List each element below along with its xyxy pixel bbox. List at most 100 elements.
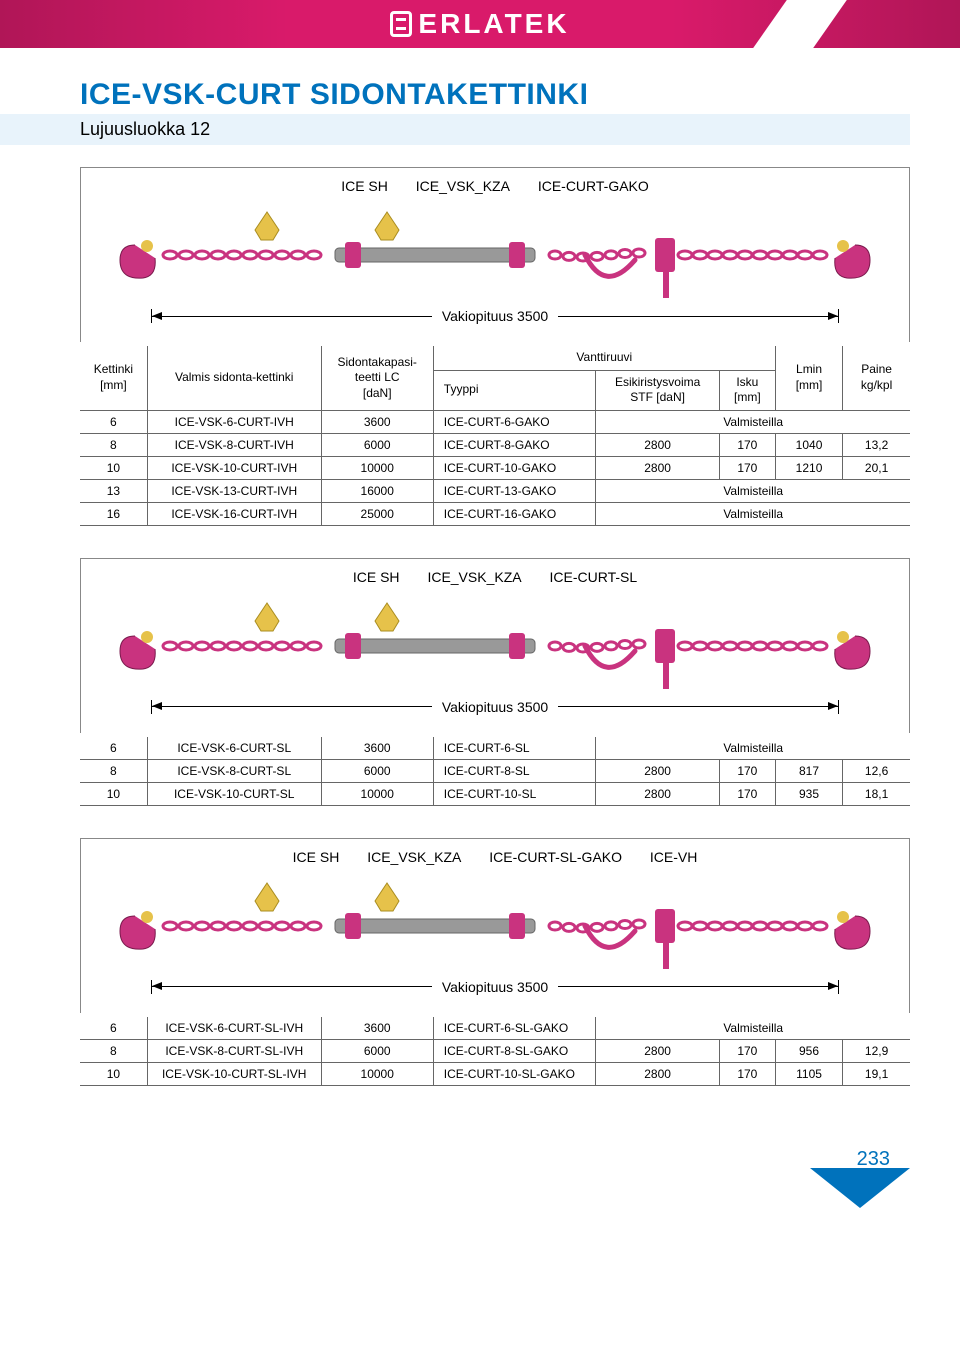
cell-kettinki: 10 — [80, 782, 147, 805]
cell-isku: 170 — [719, 433, 775, 456]
cell-tyyppi: ICE-CURT-6-SL-GAKO — [433, 1017, 596, 1040]
cell-lmin: 935 — [775, 782, 842, 805]
cell-isku: 170 — [719, 782, 775, 805]
diagram-label: ICE SH — [353, 569, 400, 585]
table-row: 6 ICE-VSK-6-CURT-IVH 3600 ICE-CURT-6-GAK… — [80, 410, 910, 433]
dim-line — [558, 316, 838, 317]
cell-lc: 25000 — [321, 502, 433, 525]
cell-tyyppi: ICE-CURT-10-GAKO — [433, 456, 596, 479]
cell-lc: 6000 — [321, 1039, 433, 1062]
diagram-labels: ICE SH ICE_VSK_KZA ICE-CURT-SL — [101, 569, 889, 585]
cell-valmis: ICE-VSK-10-CURT-SL — [147, 782, 321, 805]
table-row: 10 ICE-VSK-10-CURT-SL 10000 ICE-CURT-10-… — [80, 782, 910, 805]
dim-line — [152, 986, 432, 987]
cell-valmis: ICE-VSK-16-CURT-IVH — [147, 502, 321, 525]
cell-valmis: ICE-VSK-10-CURT-SL-IVH — [147, 1062, 321, 1085]
cell-isku: 170 — [719, 1039, 775, 1062]
cell-isku: 170 — [719, 1062, 775, 1085]
col-isku: Isku[mm] — [719, 370, 775, 410]
cell-stf: 2800 — [596, 456, 719, 479]
col-tyyppi: Tyyppi — [433, 370, 596, 410]
cell-valmis: ICE-VSK-6-CURT-IVH — [147, 410, 321, 433]
dimension-row: Vakiopituus 3500 — [101, 308, 889, 324]
cell-kettinki: 6 — [80, 1017, 147, 1040]
cell-lc: 3600 — [321, 737, 433, 760]
cell-lc: 10000 — [321, 782, 433, 805]
cell-tyyppi: ICE-CURT-8-SL-GAKO — [433, 1039, 596, 1062]
diagram-label: ICE_VSK_KZA — [427, 569, 521, 585]
dim-tick-right — [838, 980, 839, 994]
cell-lc: 10000 — [321, 1062, 433, 1085]
diagram-labels: ICE SH ICE_VSK_KZA ICE-CURT-GAKO — [101, 178, 889, 194]
table-header-row: Kettinki[mm] Valmis sidonta-kettinki Sid… — [80, 346, 910, 370]
cell-tyyppi: ICE-CURT-8-GAKO — [433, 433, 596, 456]
dim-line — [558, 706, 838, 707]
cell-kettinki: 13 — [80, 479, 147, 502]
cell-lmin: 1040 — [775, 433, 842, 456]
cell-valmis: ICE-VSK-10-CURT-IVH — [147, 456, 321, 479]
diagram-labels: ICE SH ICE_VSK_KZA ICE-CURT-SL-GAKO ICE-… — [101, 849, 889, 865]
table-row: 6 ICE-VSK-6-CURT-SL-IVH 3600 ICE-CURT-6-… — [80, 1017, 910, 1040]
diagram-section: ICE SH ICE_VSK_KZA ICE-CURT-SL-GAKO ICE-… — [80, 838, 910, 1013]
logo-icon — [390, 11, 412, 37]
dimension-row: Vakiopituus 3500 — [101, 699, 889, 715]
diagram-label: ICE SH — [293, 849, 340, 865]
cell-note: Valmisteilla — [596, 502, 910, 525]
table-row: 16 ICE-VSK-16-CURT-IVH 25000 ICE-CURT-16… — [80, 502, 910, 525]
cell-kettinki: 10 — [80, 456, 147, 479]
cell-lmin: 1210 — [775, 456, 842, 479]
cell-isku: 170 — [719, 456, 775, 479]
cell-valmis: ICE-VSK-6-CURT-SL — [147, 737, 321, 760]
dim-line — [152, 706, 432, 707]
spec-table: 6 ICE-VSK-6-CURT-SL-IVH 3600 ICE-CURT-6-… — [80, 1017, 910, 1086]
page-content: ICE-VSK-CURT SIDONTAKETTINKI Lujuusluokk… — [0, 48, 960, 1138]
spec-table: 6 ICE-VSK-6-CURT-SL 3600 ICE-CURT-6-SL V… — [80, 737, 910, 806]
col-lmin: Lmin[mm] — [775, 346, 842, 410]
page-footer: 233 — [0, 1148, 960, 1208]
cell-valmis: ICE-VSK-8-CURT-SL — [147, 759, 321, 782]
cell-stf: 2800 — [596, 1039, 719, 1062]
dim-line — [558, 986, 838, 987]
cell-tyyppi: ICE-CURT-10-SL-GAKO — [433, 1062, 596, 1085]
cell-paine: 20,1 — [843, 456, 910, 479]
cell-lmin: 956 — [775, 1039, 842, 1062]
cell-lmin: 817 — [775, 759, 842, 782]
cell-tyyppi: ICE-CURT-10-SL — [433, 782, 596, 805]
cell-note: Valmisteilla — [596, 737, 910, 760]
diagram-label: ICE SH — [341, 178, 388, 194]
table-row: 13 ICE-VSK-13-CURT-IVH 16000 ICE-CURT-13… — [80, 479, 910, 502]
cell-paine: 19,1 — [843, 1062, 910, 1085]
cell-note: Valmisteilla — [596, 1017, 910, 1040]
chain-diagram — [115, 591, 875, 691]
col-lc: Sidontakapasi-teetti LC[daN] — [321, 346, 433, 410]
cell-stf: 2800 — [596, 759, 719, 782]
cell-lc: 3600 — [321, 1017, 433, 1040]
dimension-row: Vakiopituus 3500 — [101, 979, 889, 995]
cell-valmis: ICE-VSK-13-CURT-IVH — [147, 479, 321, 502]
table-row: 10 ICE-VSK-10-CURT-SL-IVH 10000 ICE-CURT… — [80, 1062, 910, 1085]
dim-line — [152, 316, 432, 317]
diagram-section: ICE SH ICE_VSK_KZA ICE-CURT-GAKO Vakiopi… — [80, 167, 910, 342]
diagram-label: ICE-CURT-SL-GAKO — [489, 849, 622, 865]
dim-tick-right — [838, 309, 839, 323]
col-stf: Esikiristysvoima STF [daN] — [596, 370, 719, 410]
cell-tyyppi: ICE-CURT-13-GAKO — [433, 479, 596, 502]
brand-header: ERLATEK — [0, 0, 960, 48]
cell-lc: 3600 — [321, 410, 433, 433]
cell-note: Valmisteilla — [596, 479, 910, 502]
cell-kettinki: 8 — [80, 433, 147, 456]
chain-diagram — [115, 200, 875, 300]
cell-lc: 10000 — [321, 456, 433, 479]
cell-tyyppi: ICE-CURT-8-SL — [433, 759, 596, 782]
cell-tyyppi: ICE-CURT-16-GAKO — [433, 502, 596, 525]
diagram-section: ICE SH ICE_VSK_KZA ICE-CURT-SL Vakiopitu… — [80, 558, 910, 733]
table-row: 8 ICE-VSK-8-CURT-SL-IVH 6000 ICE-CURT-8-… — [80, 1039, 910, 1062]
cell-stf: 2800 — [596, 1062, 719, 1085]
table-row: 8 ICE-VSK-8-CURT-SL 6000 ICE-CURT-8-SL 2… — [80, 759, 910, 782]
cell-valmis: ICE-VSK-8-CURT-IVH — [147, 433, 321, 456]
cell-lc: 6000 — [321, 433, 433, 456]
dimension-label: Vakiopituus 3500 — [432, 699, 558, 715]
cell-paine: 18,1 — [843, 782, 910, 805]
cell-valmis: ICE-VSK-6-CURT-SL-IVH — [147, 1017, 321, 1040]
cell-stf: 2800 — [596, 433, 719, 456]
